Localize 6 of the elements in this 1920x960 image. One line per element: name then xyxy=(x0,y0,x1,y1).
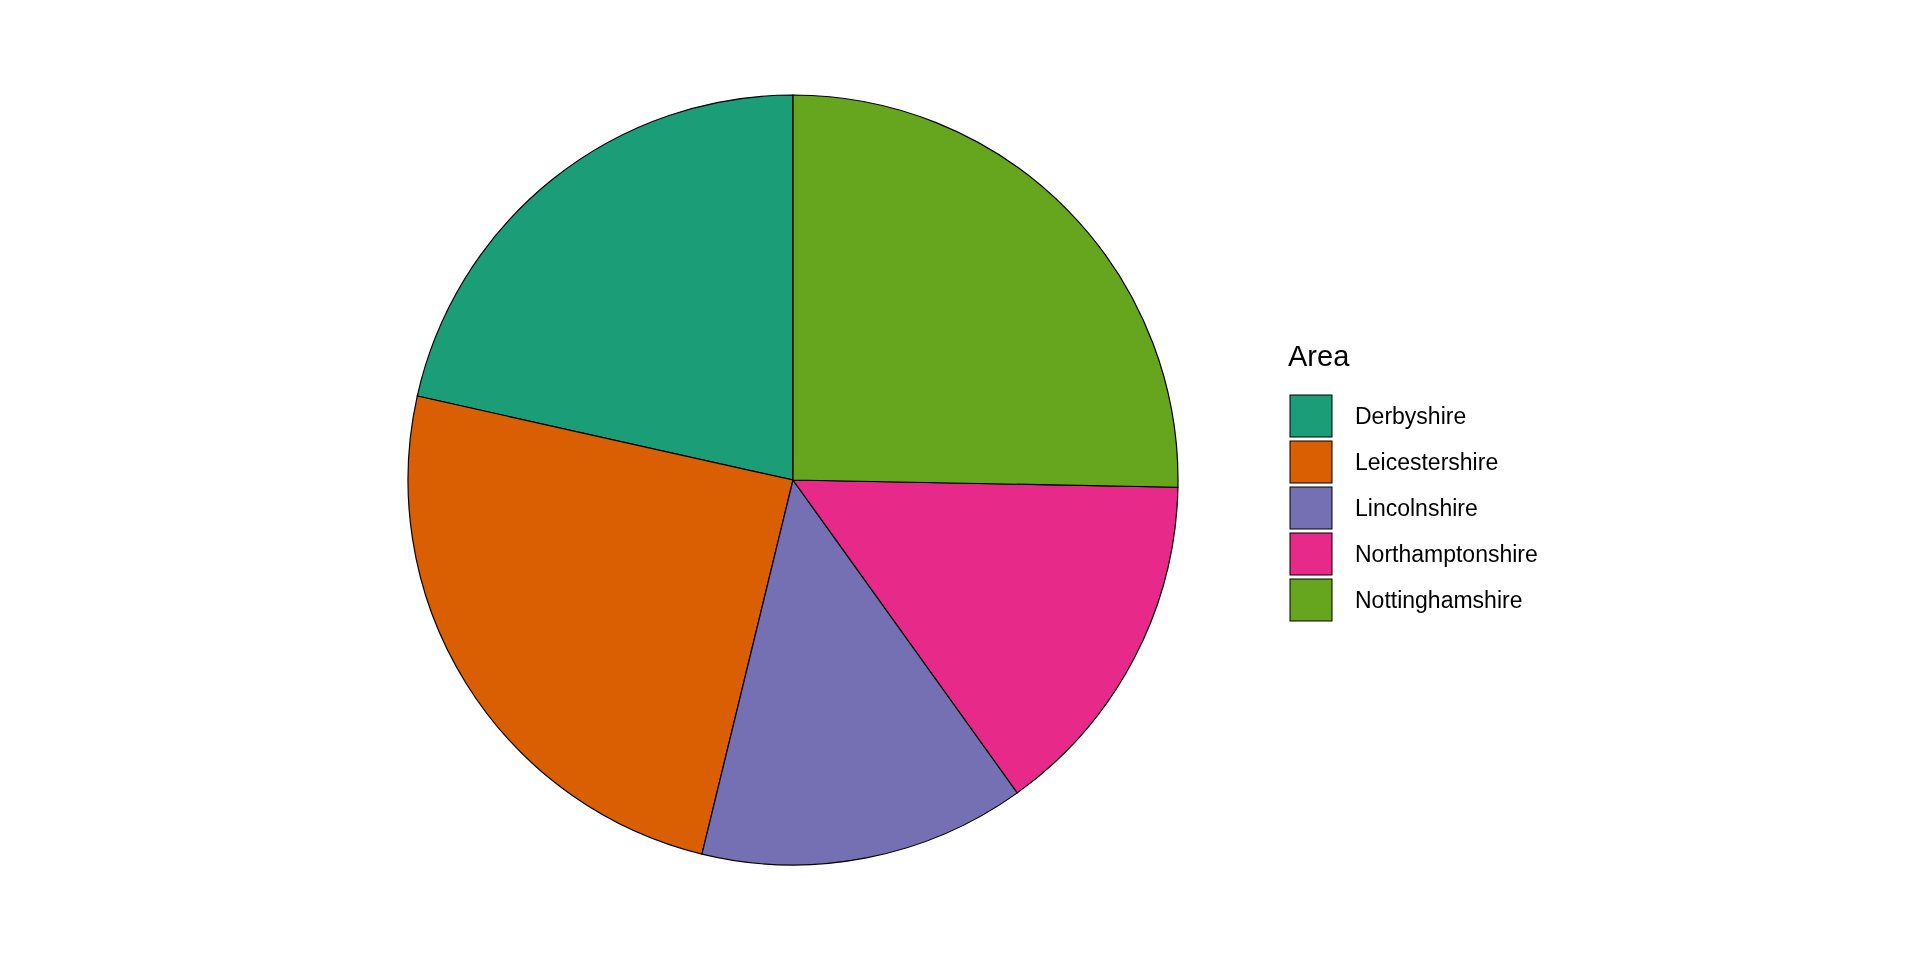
legend-label: Lincolnshire xyxy=(1355,495,1478,521)
legend-label: Northamptonshire xyxy=(1355,541,1538,567)
legend-title: Area xyxy=(1288,340,1351,372)
legend-label: Leicestershire xyxy=(1355,449,1499,475)
legend-label: Derbyshire xyxy=(1355,403,1467,429)
legend-label: Nottinghamshire xyxy=(1355,587,1523,613)
